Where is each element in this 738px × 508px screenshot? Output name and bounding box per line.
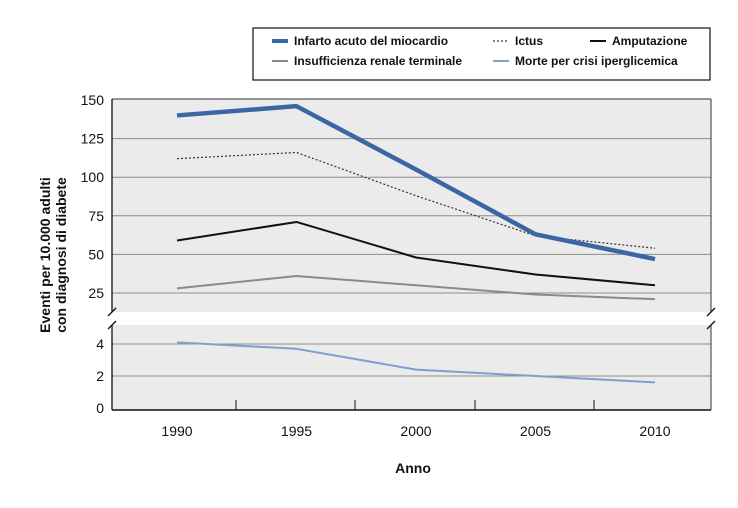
- legend-label: Infarto acuto del miocardio: [294, 34, 448, 48]
- y-axis-label-line1: Eventi per 10.000 adulti: [37, 177, 53, 333]
- y-tick-label: 2: [96, 368, 104, 384]
- y-tick-label: 0: [96, 400, 104, 416]
- y-tick-label: 50: [88, 246, 104, 262]
- axis-break-mark: [107, 320, 117, 330]
- y-axis-label-line2: con diagnosi di diabete: [53, 177, 69, 333]
- x-axis-label: Anno: [395, 460, 431, 476]
- y-tick-label: 25: [88, 285, 104, 301]
- legend-box: [252, 27, 711, 81]
- series-line-1: [176, 151, 656, 249]
- y-tick-label: 150: [81, 92, 105, 108]
- legend: Infarto acuto del miocardio Ictus Amputazi…: [252, 27, 711, 81]
- legend-label: Amputazione: [612, 34, 688, 48]
- x-tick-label: 2010: [639, 423, 670, 439]
- lower-plot-area: [112, 325, 711, 410]
- axis-break-mark: [706, 307, 716, 317]
- legend-label: Ictus: [515, 34, 543, 48]
- legend-label: Insufficienza renale terminale: [294, 54, 462, 68]
- x-tick-label: 1995: [281, 423, 312, 439]
- axis-break-mark: [107, 307, 117, 317]
- y-tick-label: 75: [88, 208, 104, 224]
- y-tick-label: 100: [81, 169, 105, 185]
- x-tick-label: 1990: [161, 423, 192, 439]
- y-tick-label: 125: [81, 131, 105, 147]
- x-tick-label: 2000: [400, 423, 431, 439]
- legend-label: Morte per crisi iperglicemica: [515, 54, 678, 68]
- axis-break-mark: [706, 320, 716, 330]
- upper-plot-area: [112, 99, 711, 312]
- x-tick-label: 2005: [520, 423, 551, 439]
- y-tick-label: 4: [96, 336, 104, 352]
